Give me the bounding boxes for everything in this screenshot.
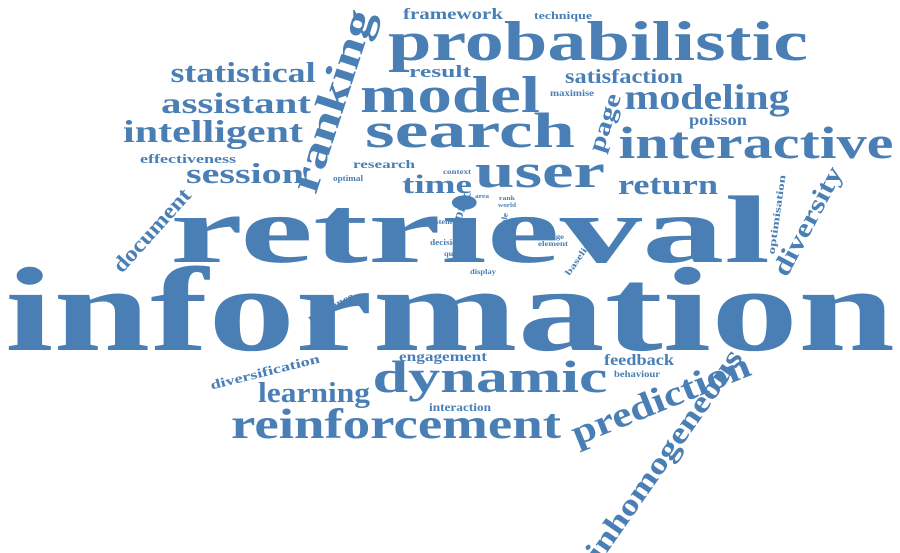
word-time: time xyxy=(402,170,472,199)
word-world: world xyxy=(498,203,517,209)
word-display: display xyxy=(470,268,497,276)
word-return: return xyxy=(618,170,719,201)
word-user: user xyxy=(475,145,605,198)
word-decision: decision xyxy=(430,238,463,247)
word-interaction: interaction xyxy=(429,400,491,414)
word-search: search xyxy=(365,102,575,158)
word-interactive: interactive xyxy=(619,117,894,168)
word-assistant: assistant xyxy=(161,87,311,120)
word-learning: learning xyxy=(258,378,370,409)
word-queries: queries xyxy=(444,250,470,258)
word-information: information xyxy=(5,243,895,376)
word-poisson: poisson xyxy=(689,112,747,129)
word-feedback: feedback xyxy=(604,352,674,369)
word-dynamic: dynamic xyxy=(373,351,608,402)
word-research: research xyxy=(353,157,415,171)
word-intelligent: intelligent xyxy=(123,113,303,149)
word-element: element xyxy=(538,240,569,248)
word-retrieval: retrieval xyxy=(170,176,770,283)
word-change: change xyxy=(538,233,564,241)
word-session: session xyxy=(186,159,305,190)
word-rank: rank xyxy=(499,196,516,202)
word-reinforcement: reinforcement xyxy=(231,402,561,448)
word-engagement: engagement xyxy=(399,350,487,365)
word-result: result xyxy=(409,62,471,81)
word-framework: framework xyxy=(403,6,503,23)
word-model: model xyxy=(360,67,540,124)
word-statistical: statistical xyxy=(171,58,316,89)
word-modeling: modeling xyxy=(625,77,790,117)
word-probabilistic: probabilistic xyxy=(388,11,808,73)
word-maximise: maximise xyxy=(550,88,594,98)
word-system: system xyxy=(428,218,452,226)
word-behaviour: behaviour xyxy=(614,369,660,379)
word-area: area xyxy=(475,194,489,200)
word-satisfaction: satisfaction xyxy=(565,66,683,88)
word-effectiveness: effectiveness xyxy=(140,151,236,166)
word-technique: technique xyxy=(534,10,592,22)
word-optimal: optimal xyxy=(333,174,364,183)
word-context: context xyxy=(443,168,472,176)
